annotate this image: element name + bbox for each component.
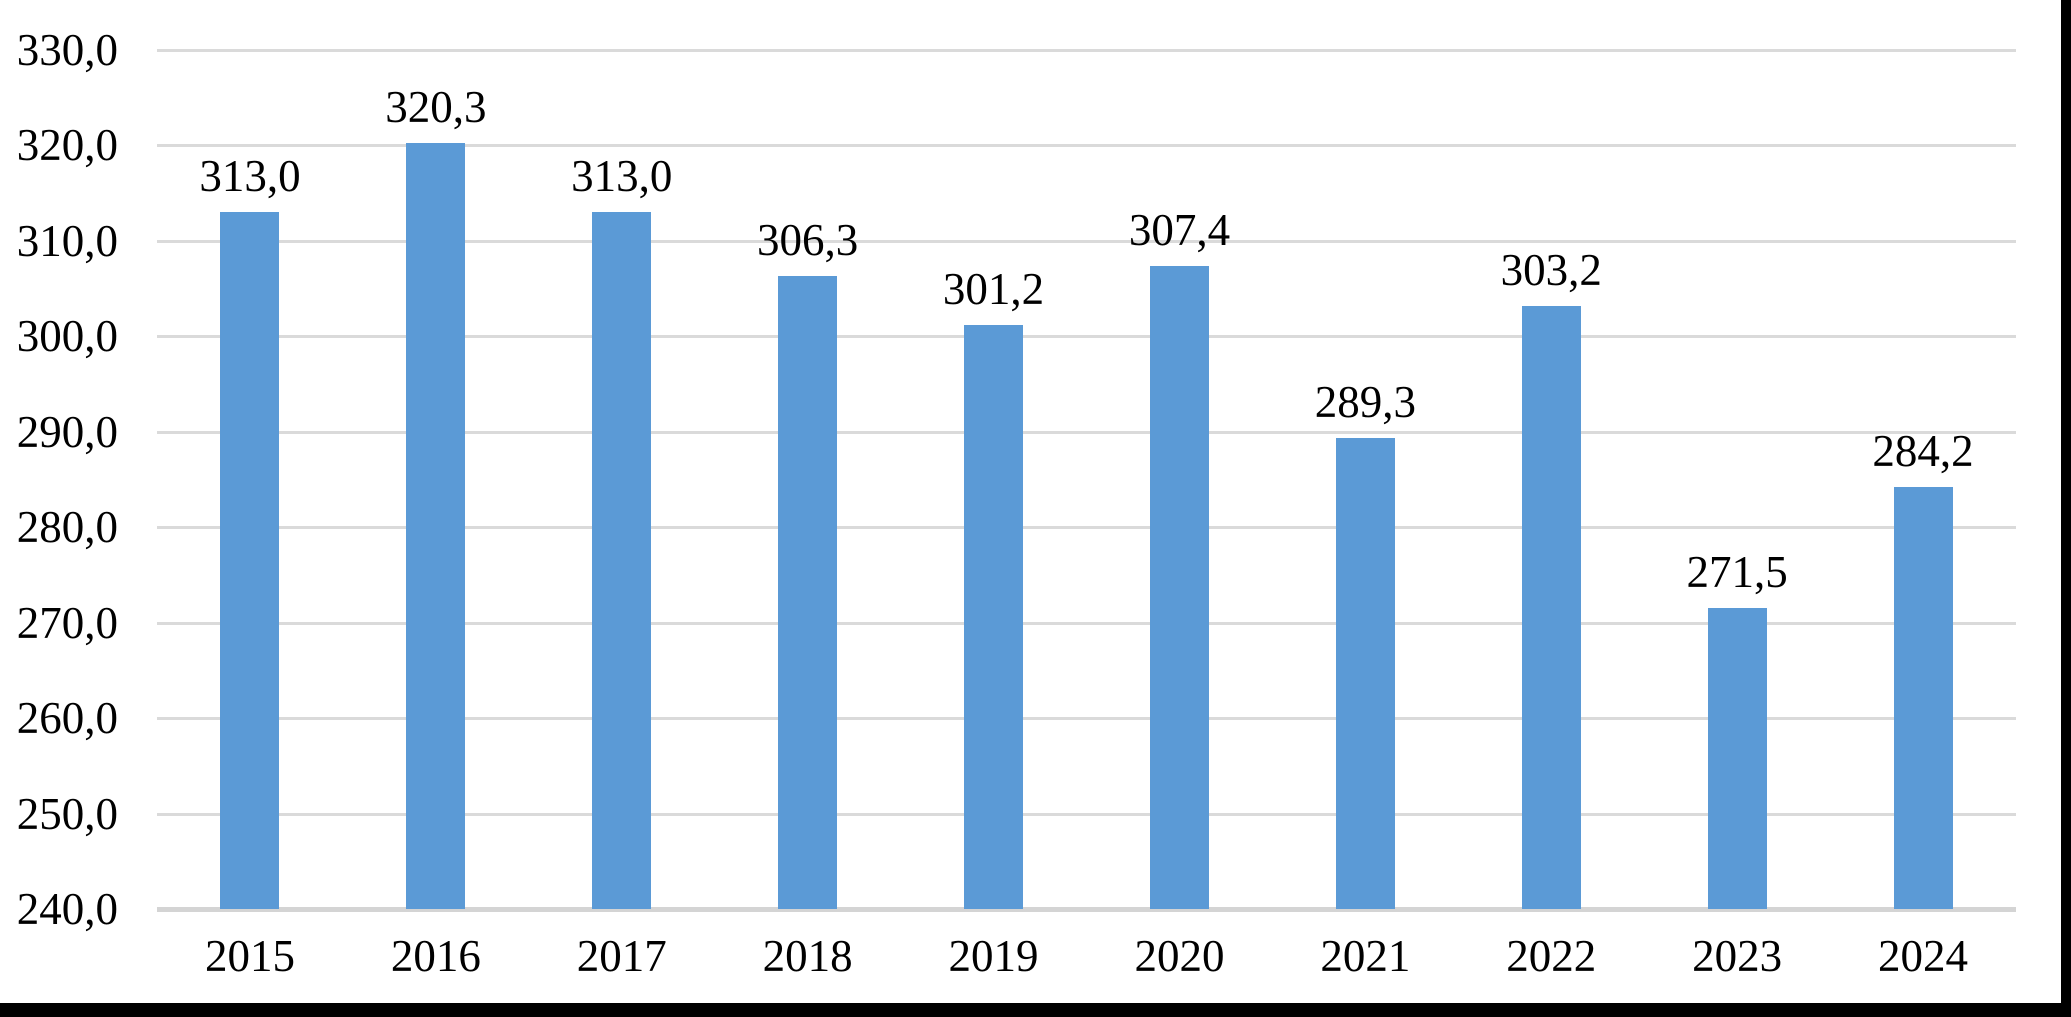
bar-2022 xyxy=(1521,305,1581,909)
bar-value-label: 289,3 xyxy=(1314,377,1416,428)
bar-value-label: 313,0 xyxy=(199,151,301,202)
y-tick-label: 300,0 xyxy=(16,311,118,362)
x-tick-label: 2023 xyxy=(1692,931,1783,981)
bar-value-label: 307,4 xyxy=(1128,204,1231,255)
gridline xyxy=(157,717,2016,721)
gridline xyxy=(157,621,2016,625)
x-tick-label: 2020 xyxy=(1134,931,1225,981)
x-tick-label: 2017 xyxy=(576,931,667,981)
bar-value-label: 301,2 xyxy=(942,263,1045,314)
x-tick-label: 2015 xyxy=(204,931,295,981)
y-tick-label: 270,0 xyxy=(16,597,118,648)
x-tick-label: 2022 xyxy=(1506,931,1597,981)
gridline xyxy=(157,144,2016,148)
bar-value-label: 284,2 xyxy=(1872,426,1974,477)
bar-2015 xyxy=(220,212,280,909)
x-tick-label: 2016 xyxy=(390,931,481,981)
y-tick-label: 310,0 xyxy=(16,215,118,266)
bar-2016 xyxy=(406,142,466,909)
x-tick-label: 2018 xyxy=(762,931,853,981)
scan-border-bottom xyxy=(0,1003,2071,1017)
bar-2017 xyxy=(592,212,652,909)
scan-border-right xyxy=(2061,0,2071,1017)
bar-2020 xyxy=(1149,265,1209,909)
bar-2018 xyxy=(778,276,838,909)
y-tick-label: 280,0 xyxy=(16,502,118,553)
x-tick-label: 2024 xyxy=(1878,931,1969,981)
gridline xyxy=(157,49,2016,52)
gridline xyxy=(157,812,2016,816)
x-axis-line xyxy=(157,907,2016,912)
y-tick-label: 330,0 xyxy=(16,25,118,75)
x-tick-label: 2019 xyxy=(948,931,1039,981)
bar-value-label: 271,5 xyxy=(1686,547,1788,598)
bar-value-label: 320,3 xyxy=(385,81,487,132)
bar-2019 xyxy=(964,324,1024,909)
y-tick-label: 240,0 xyxy=(16,884,118,934)
gridline xyxy=(157,335,2016,339)
y-tick-label: 320,0 xyxy=(16,120,118,171)
y-tick-label: 260,0 xyxy=(16,693,118,744)
y-tick-label: 250,0 xyxy=(16,788,118,839)
bar-2023 xyxy=(1707,608,1767,909)
gridline xyxy=(157,430,2016,434)
bar-value-label: 313,0 xyxy=(571,151,673,202)
bar-value-label: 306,3 xyxy=(757,215,859,266)
bar-2024 xyxy=(1893,487,1953,909)
bar-2021 xyxy=(1335,438,1395,909)
gridline xyxy=(157,526,2016,530)
bar-value-label: 303,2 xyxy=(1500,244,1602,295)
gridline xyxy=(157,239,2016,243)
y-tick-label: 290,0 xyxy=(16,406,118,457)
x-tick-label: 2021 xyxy=(1320,931,1411,981)
